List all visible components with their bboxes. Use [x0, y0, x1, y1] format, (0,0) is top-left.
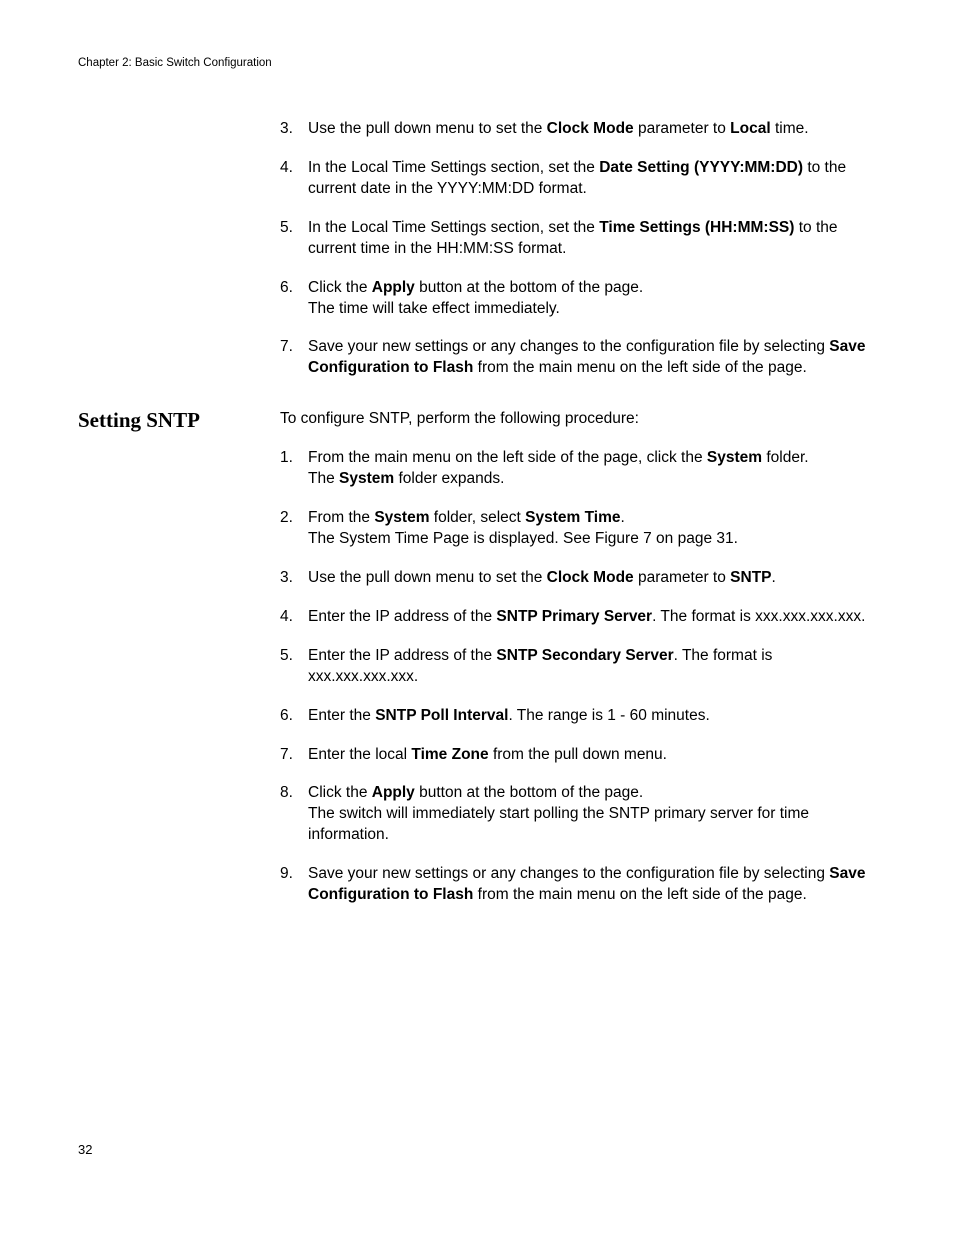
list-item-text: Click the Apply button at the bottom of …	[308, 279, 643, 317]
list-item-number: 7.	[280, 745, 293, 766]
list-item-number: 3.	[280, 568, 293, 589]
list-item: 1. From the main menu on the left side of…	[280, 448, 876, 490]
list-item: 7. Enter the local Time Zone from the pul…	[280, 745, 876, 766]
page: Chapter 2: Basic Switch Configuration 3.…	[0, 0, 954, 1235]
list-item-number: 7.	[280, 337, 293, 358]
list-item-text: In the Local Time Settings section, set …	[308, 219, 838, 257]
section-2: Setting SNTP To configure SNTP, perform …	[78, 409, 876, 924]
list-item: 6. Click the Apply button at the bottom o…	[280, 278, 876, 320]
list-item-text: Use the pull down menu to set the Clock …	[308, 569, 776, 586]
list-item-number: 4.	[280, 158, 293, 179]
list-item-number: 3.	[280, 119, 293, 140]
list-item: 4. In the Local Time Settings section, se…	[280, 158, 876, 200]
running-header: Chapter 2: Basic Switch Configuration	[78, 57, 876, 69]
list-item-text: Click the Apply button at the bottom of …	[308, 784, 809, 843]
list-item-text: Use the pull down menu to set the Clock …	[308, 120, 809, 137]
list-item: 9. Save your new settings or any changes …	[280, 864, 876, 906]
list-item-number: 5.	[280, 646, 293, 667]
section-1-body: 3. Use the pull down menu to set the Cloc…	[78, 119, 876, 379]
list-item: 5. Enter the IP address of the SNTP Secon…	[280, 646, 876, 688]
list-item: 3. Use the pull down menu to set the Cloc…	[280, 119, 876, 140]
list-item-text: Save your new settings or any changes to…	[308, 338, 865, 376]
list-item-number: 6.	[280, 278, 293, 299]
list-item-text: Enter the local Time Zone from the pull …	[308, 746, 667, 763]
list-item-number: 6.	[280, 706, 293, 727]
section-heading: Setting SNTP	[78, 409, 280, 432]
ordered-list-1: 3. Use the pull down menu to set the Cloc…	[280, 119, 876, 379]
list-item-number: 8.	[280, 783, 293, 804]
section-2-body: To configure SNTP, perform the following…	[280, 409, 876, 924]
intro-paragraph: To configure SNTP, perform the following…	[280, 409, 876, 430]
list-item-number: 1.	[280, 448, 293, 469]
list-item-text: Enter the SNTP Poll Interval. The range …	[308, 707, 710, 724]
list-item: 2. From the System folder, select System …	[280, 508, 876, 550]
list-item-number: 2.	[280, 508, 293, 529]
list-item-number: 5.	[280, 218, 293, 239]
list-item: 8. Click the Apply button at the bottom o…	[280, 783, 876, 846]
list-item-text: Save your new settings or any changes to…	[308, 865, 865, 903]
list-item-text: From the System folder, select System Ti…	[308, 509, 738, 547]
list-item-text: In the Local Time Settings section, set …	[308, 159, 846, 197]
list-item-text: From the main menu on the left side of t…	[308, 449, 809, 487]
list-item-text: Enter the IP address of the SNTP Primary…	[308, 608, 865, 625]
list-item: 7. Save your new settings or any changes …	[280, 337, 876, 379]
page-number: 32	[78, 1142, 92, 1157]
list-item-text: Enter the IP address of the SNTP Seconda…	[308, 647, 772, 685]
list-item-number: 4.	[280, 607, 293, 628]
list-item-number: 9.	[280, 864, 293, 885]
ordered-list-2: 1. From the main menu on the left side of…	[280, 448, 876, 906]
list-item: 6. Enter the SNTP Poll Interval. The rang…	[280, 706, 876, 727]
list-item: 4. Enter the IP address of the SNTP Prima…	[280, 607, 876, 628]
list-item: 3. Use the pull down menu to set the Cloc…	[280, 568, 876, 589]
list-item: 5. In the Local Time Settings section, se…	[280, 218, 876, 260]
